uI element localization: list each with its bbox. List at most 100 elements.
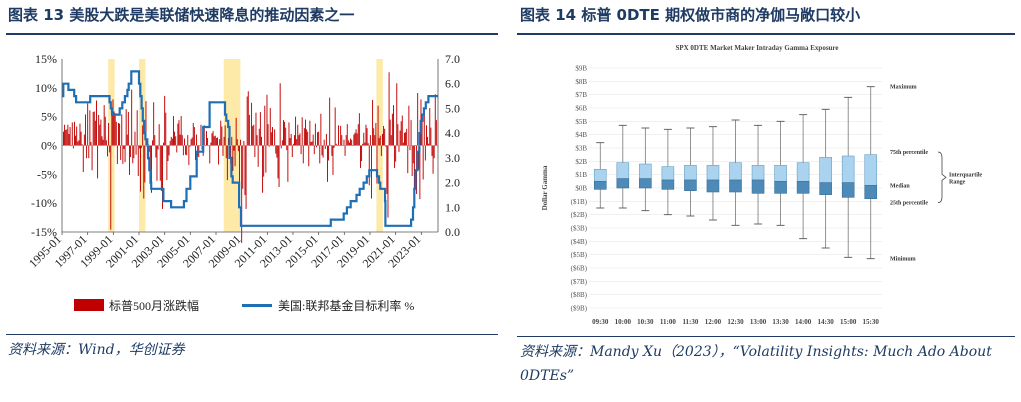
x-tick-label: 12:30 (727, 318, 744, 326)
sp500-bar (177, 123, 179, 146)
gamma-exposure-box-chart: SPX 0DTE Market Maker Intraday Gamma Exp… (517, 38, 1017, 336)
sp500-bar (349, 142, 350, 146)
sp500-bar (217, 137, 218, 146)
sp500-bar (389, 119, 391, 146)
sp500-bar (291, 145, 293, 158)
sp500-bar (399, 130, 401, 146)
sp500-bar (224, 125, 226, 146)
sp500-bar (400, 121, 402, 146)
sp500-bar (189, 145, 191, 147)
sp500-bar (298, 135, 300, 146)
sp500-bar (341, 135, 343, 146)
sp500-bar (432, 145, 434, 174)
sp500-bar (285, 127, 287, 146)
sp500-bar (323, 139, 325, 146)
sp500-bar (206, 131, 207, 146)
y-tick-label: ($3B) (571, 225, 588, 233)
iqr-label-line-1: Interquartile (949, 172, 983, 178)
sp500-bar (258, 128, 260, 146)
right-tick-label: 5.0 (445, 101, 460, 115)
sp500-bar (272, 127, 273, 146)
sp500-bar (200, 124, 202, 146)
sp500-bar (299, 133, 301, 146)
sp500-bar (222, 145, 224, 156)
x-tick-label: 10:00 (615, 318, 632, 326)
sp500-bar (268, 145, 270, 147)
sp500-bar (162, 145, 163, 209)
sp500-bar (83, 134, 85, 146)
sp500-bar (153, 102, 155, 146)
sp500-bar (335, 143, 337, 146)
x-tick-label: 09:30 (592, 318, 609, 326)
sp500-bar (221, 126, 223, 146)
y-tick-label: ($5B) (571, 251, 588, 259)
sp500-bar (92, 112, 94, 146)
sp500-bar (122, 145, 124, 164)
sp500-bar (80, 131, 82, 146)
sp500-bar (178, 120, 180, 146)
sp500-bar (245, 145, 247, 209)
sp500-bar (390, 135, 392, 146)
sp500-bar (192, 123, 194, 146)
y-tick-label: ($4B) (571, 238, 588, 246)
chart-2-title-rule (517, 33, 1015, 35)
box-annotation: Minimum (890, 257, 916, 263)
sp500-bar (284, 121, 286, 146)
box-annotation: Median (890, 183, 910, 189)
y-tick-label: $9B (575, 65, 587, 73)
right-tick-label: 7.0 (445, 52, 460, 66)
sp500-bar (302, 145, 304, 164)
y-tick-label: $6B (575, 105, 587, 113)
sp500-bar (429, 108, 431, 146)
sp500-bar (343, 139, 345, 146)
sp500-bar (372, 99, 374, 146)
sp500-bar (188, 145, 190, 166)
sp500-bar (182, 145, 184, 156)
sp500-bar (118, 123, 119, 146)
sp500-bar (276, 145, 278, 158)
sp500-bar (409, 145, 411, 151)
box-upper-half (639, 163, 652, 179)
sp500-bar (242, 145, 244, 189)
sp500-bar (185, 145, 187, 155)
sp500-bar (290, 133, 292, 146)
legend-swatch-sp500 (74, 299, 104, 311)
sp500-bar (417, 93, 419, 146)
sp500-bar (215, 138, 217, 146)
box-upper-half (593, 169, 607, 182)
sp500-bar (331, 145, 333, 156)
sp500-bar (173, 116, 174, 146)
sp500-bar (259, 112, 261, 146)
sp500-bar (134, 131, 136, 146)
sp500-bar (170, 136, 172, 146)
sp500-bar (81, 144, 83, 146)
iqr-bracket (937, 151, 947, 204)
sp500-bar (379, 135, 381, 146)
y-tick-label: ($9B) (571, 305, 588, 313)
y-tick-label: ($8B) (571, 291, 588, 299)
sp500-bar (320, 113, 322, 146)
sp500-bar (396, 83, 398, 146)
sp500-bar (176, 145, 178, 153)
sp500-bar (120, 145, 122, 160)
sp500-bar (110, 145, 112, 230)
sp500-bar (143, 145, 145, 199)
sp500-bar (116, 145, 118, 164)
sp500-bar (288, 122, 290, 146)
sp500-bar (196, 134, 198, 146)
sp500-bar (404, 132, 405, 146)
sp500-bar (363, 132, 365, 146)
sp500-bar (241, 145, 243, 243)
legend-label-fed-rate: 美国:联邦基金目标利率 % (278, 299, 415, 313)
sp500-bar (321, 145, 323, 156)
y-tick-label: ($1B) (571, 198, 588, 206)
sp500-bar (428, 143, 430, 146)
sp500-bar (89, 110, 91, 146)
sp500-bar (138, 145, 140, 149)
sp500-bar (356, 133, 358, 146)
sp500-bar (402, 142, 404, 146)
y-tick-label: ($2B) (571, 211, 588, 219)
x-tick-label: 11:00 (660, 318, 676, 326)
sp500-bar (90, 142, 92, 146)
sp500-bar (287, 145, 289, 182)
